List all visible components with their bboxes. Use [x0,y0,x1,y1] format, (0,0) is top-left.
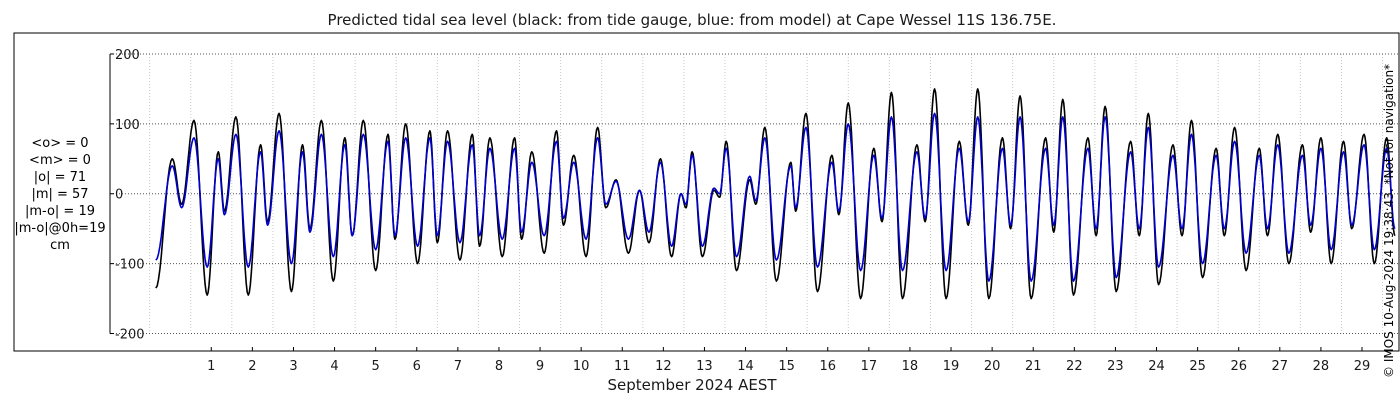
x-tick-label: 9 [536,359,544,374]
x-tick-label: 10 [573,359,590,374]
stat-abs-model: |m| = 57 [31,187,88,202]
x-tick-label: 24 [1148,359,1165,374]
x-tick-label: 18 [902,359,919,374]
x-tick-label: 1 [207,359,215,374]
copyright-note: © IMOS 10-Aug-2024 19:38:43. *Not for na… [1382,64,1396,378]
x-tick-label: 21 [1025,359,1042,374]
x-tick-label: 2 [248,359,256,374]
x-axis-ticks: 1 2 3 4 5 6 7 8 9 10 11 12 13 14 15 16 17 18 19 20 21 22 23 24 2… [207,347,1370,374]
stat-mean-model: <m> = 0 [29,153,91,168]
x-tick-label: 11 [614,359,631,374]
x-tick-label: 6 [413,359,421,374]
x-tick-label: 8 [495,359,503,374]
x-tick-label: 27 [1272,359,1289,374]
x-tick-label: 29 [1354,359,1371,374]
x-tick-label: 19 [943,359,960,374]
x-tick-label: 7 [454,359,462,374]
y-tick-label: 200 [115,48,140,63]
series-lines [155,88,1396,300]
x-tick-label: 3 [289,359,297,374]
y-tick-label: -100 [115,258,145,273]
x-tick-label: 23 [1107,359,1124,374]
y-tick-label: 0 [115,188,123,203]
stat-abs-diff-0h: |m-o|@0h=19 [14,221,105,236]
x-tick-label: 4 [330,359,338,374]
y-axis-ticks: -200 -100 0 100 200 [110,48,145,343]
x-tick-label: 16 [819,359,836,374]
x-tick-label: 14 [737,359,754,374]
grid-lines [110,53,1399,335]
chart-title: Predicted tidal sea level (black: from t… [328,11,1057,29]
x-tick-label: 26 [1230,359,1247,374]
y-tick-label: 100 [115,118,140,133]
stat-abs-obs: |o| = 71 [34,170,86,185]
stat-mean-obs: <o> = 0 [31,136,88,151]
stat-unit: cm [50,238,70,253]
x-tick-label: 28 [1313,359,1330,374]
x-tick-label: 20 [984,359,1001,374]
x-tick-label: 5 [372,359,380,374]
stats-block: <o> = 0 <m> = 0 |o| = 71 |m| = 57 |m-o| … [14,136,105,253]
series-model-line [155,112,1396,282]
x-tick-label: 15 [778,359,795,374]
x-tick-label: 25 [1189,359,1206,374]
x-tick-label: 12 [655,359,672,374]
x-tick-label: 22 [1066,359,1083,374]
x-tick-label: 13 [696,359,713,374]
x-axis-label: September 2024 AEST [607,376,777,394]
stat-abs-diff: |m-o| = 19 [25,204,95,219]
y-tick-label: -200 [115,328,145,343]
x-tick-label: 17 [861,359,878,374]
